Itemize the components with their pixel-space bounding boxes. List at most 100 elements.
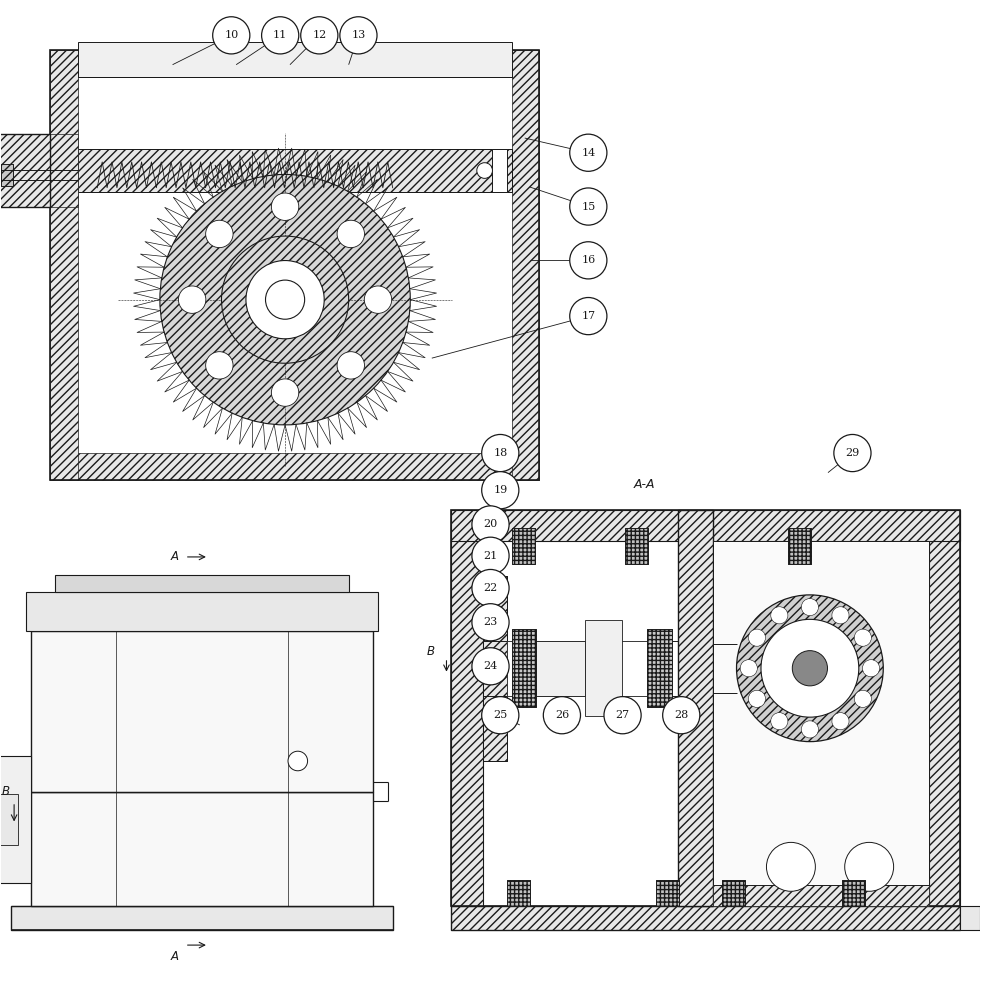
Text: A: A bbox=[171, 550, 179, 563]
Circle shape bbox=[482, 434, 519, 472]
Circle shape bbox=[854, 629, 871, 646]
Text: B: B bbox=[1, 785, 10, 798]
Circle shape bbox=[761, 619, 858, 717]
Circle shape bbox=[472, 569, 509, 607]
Circle shape bbox=[832, 607, 849, 624]
Circle shape bbox=[364, 286, 391, 313]
Circle shape bbox=[570, 134, 607, 171]
Bar bbox=[492, 149, 507, 192]
Circle shape bbox=[771, 607, 788, 624]
Circle shape bbox=[741, 660, 757, 677]
Bar bbox=[712, 872, 929, 906]
Text: 10: 10 bbox=[224, 30, 238, 40]
Text: 21: 21 bbox=[484, 551, 497, 561]
Circle shape bbox=[179, 286, 206, 313]
Bar bbox=[712, 541, 929, 885]
Circle shape bbox=[472, 604, 509, 641]
Bar bbox=[451, 906, 960, 930]
Circle shape bbox=[737, 595, 883, 742]
Text: 14: 14 bbox=[581, 148, 595, 158]
Bar bbox=[507, 880, 530, 906]
Bar bbox=[50, 50, 77, 480]
Circle shape bbox=[749, 690, 765, 707]
Bar bbox=[77, 149, 512, 192]
Bar bbox=[679, 510, 712, 906]
Text: 24: 24 bbox=[484, 661, 497, 671]
Text: 11: 11 bbox=[273, 30, 287, 40]
Text: 19: 19 bbox=[493, 485, 507, 495]
Text: A-A: A-A bbox=[634, 478, 655, 491]
Bar bbox=[512, 528, 535, 564]
Circle shape bbox=[472, 506, 509, 543]
Bar bbox=[483, 576, 507, 761]
Circle shape bbox=[845, 842, 894, 891]
Text: 29: 29 bbox=[846, 448, 859, 458]
Bar bbox=[451, 510, 960, 906]
Text: 22: 22 bbox=[484, 583, 497, 593]
Circle shape bbox=[222, 236, 348, 363]
Circle shape bbox=[288, 751, 308, 771]
Circle shape bbox=[766, 842, 815, 891]
Bar bbox=[843, 880, 865, 906]
Bar bbox=[722, 880, 746, 906]
Text: 20: 20 bbox=[484, 519, 497, 529]
Circle shape bbox=[570, 242, 607, 279]
Text: 27: 27 bbox=[615, 710, 630, 720]
Circle shape bbox=[477, 163, 492, 178]
Text: 12: 12 bbox=[312, 30, 327, 40]
Bar bbox=[656, 880, 679, 906]
Circle shape bbox=[339, 17, 377, 54]
Circle shape bbox=[663, 697, 699, 734]
Bar bbox=[451, 510, 483, 906]
Bar bbox=[26, 592, 378, 631]
Bar bbox=[1, 164, 13, 186]
Bar bbox=[451, 906, 960, 930]
Bar bbox=[50, 50, 540, 77]
Circle shape bbox=[266, 280, 305, 319]
Circle shape bbox=[246, 261, 324, 339]
Bar bbox=[512, 50, 540, 480]
Circle shape bbox=[862, 660, 880, 677]
Circle shape bbox=[832, 713, 849, 730]
Bar bbox=[512, 528, 535, 564]
Circle shape bbox=[262, 17, 299, 54]
Bar bbox=[929, 510, 960, 906]
Text: 25: 25 bbox=[493, 710, 507, 720]
Bar bbox=[30, 631, 373, 792]
Circle shape bbox=[337, 220, 365, 248]
Circle shape bbox=[749, 629, 765, 646]
Text: 23: 23 bbox=[484, 617, 497, 627]
Circle shape bbox=[482, 472, 519, 509]
Circle shape bbox=[834, 434, 871, 472]
Bar bbox=[77, 42, 512, 77]
Bar bbox=[843, 880, 865, 906]
Circle shape bbox=[801, 599, 818, 616]
Circle shape bbox=[472, 537, 509, 574]
Text: 28: 28 bbox=[674, 710, 689, 720]
Bar bbox=[625, 528, 647, 564]
Bar bbox=[0, 134, 77, 207]
Bar bbox=[537, 641, 586, 696]
Bar bbox=[0, 756, 30, 883]
Circle shape bbox=[570, 298, 607, 335]
Circle shape bbox=[482, 697, 519, 734]
Bar bbox=[50, 50, 540, 480]
Circle shape bbox=[160, 174, 410, 425]
Bar bbox=[483, 576, 507, 761]
Bar bbox=[0, 134, 50, 207]
Bar bbox=[55, 575, 348, 592]
Text: A: A bbox=[171, 950, 179, 963]
Bar bbox=[0, 794, 18, 845]
Circle shape bbox=[301, 17, 337, 54]
Bar bbox=[625, 528, 647, 564]
Circle shape bbox=[206, 352, 233, 379]
Circle shape bbox=[793, 651, 828, 686]
Bar bbox=[507, 880, 530, 906]
Bar bbox=[722, 880, 746, 906]
Circle shape bbox=[472, 648, 509, 685]
Bar bbox=[512, 629, 537, 707]
Bar bbox=[647, 629, 672, 707]
Bar bbox=[656, 880, 679, 906]
Bar bbox=[451, 510, 960, 541]
Circle shape bbox=[213, 17, 250, 54]
